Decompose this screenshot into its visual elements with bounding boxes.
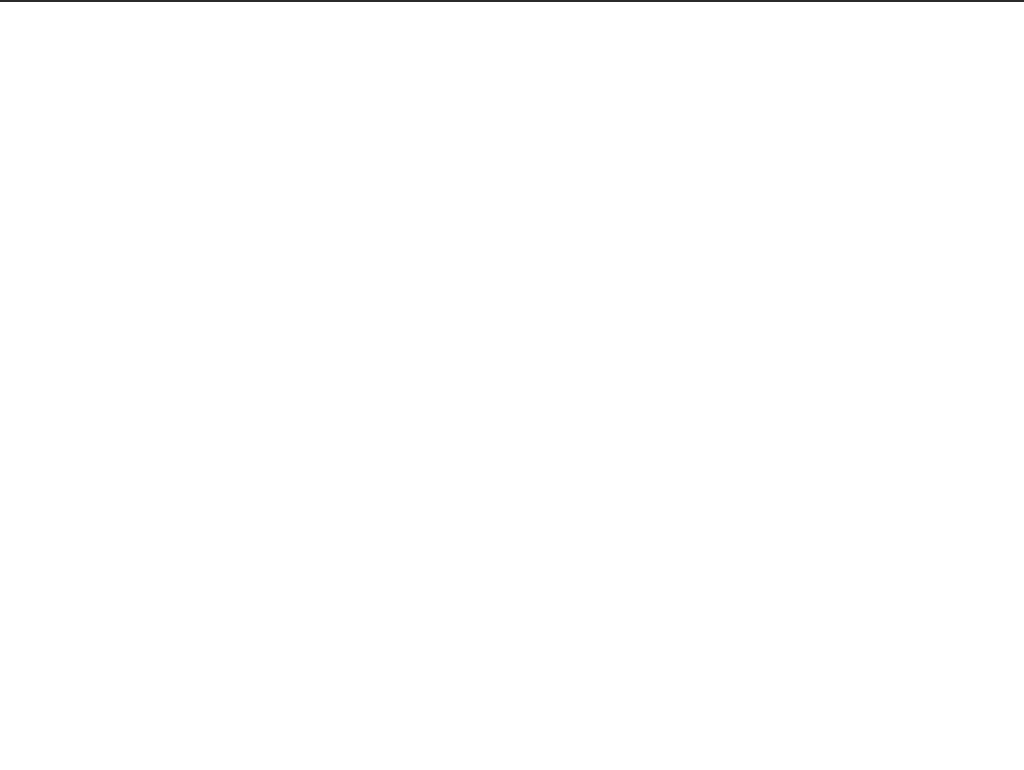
cross-section-plot — [0, 2, 1024, 770]
